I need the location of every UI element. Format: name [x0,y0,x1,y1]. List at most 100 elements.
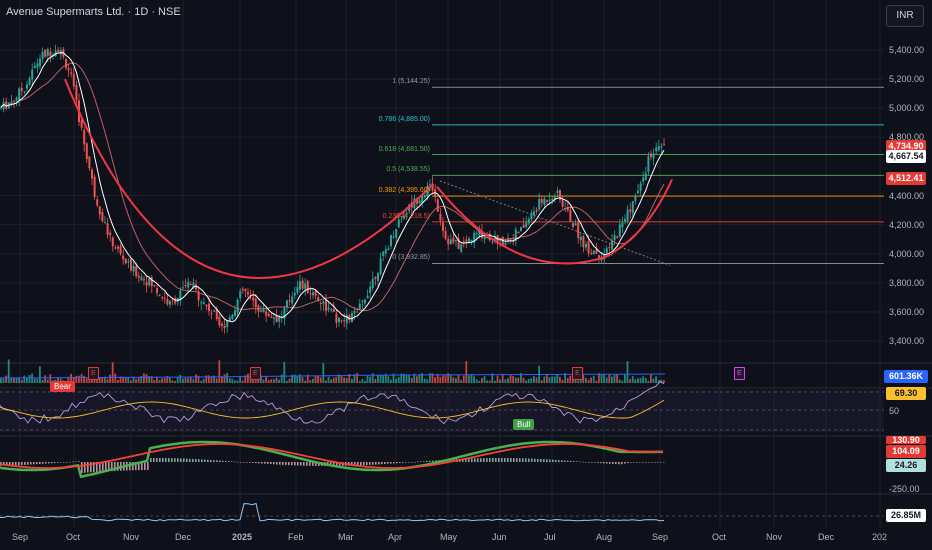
volume-bar [299,374,301,383]
candle-body [431,183,434,191]
volume-bar [59,378,62,383]
candle-body [182,287,184,289]
volume-bar [319,377,322,383]
candle-body [418,200,421,204]
macd-histogram-bar [381,462,383,465]
volume-bar [104,376,106,383]
volume-bar [130,380,132,383]
macd-histogram-bar [357,462,359,466]
volume-bar [434,377,436,383]
candle-body [265,311,268,316]
candle-body [249,294,252,296]
candle-body [317,297,320,301]
candle-body [325,299,327,311]
macd-histogram-bar [300,462,302,466]
future-earnings-icon[interactable]: E [734,367,745,380]
macd-histogram-bar [522,458,524,462]
moving-averages [0,52,673,323]
volume-bar [525,380,527,383]
volume-bar [387,376,390,383]
volume-bar [660,379,663,383]
volume-bar [392,373,395,383]
candle-body [382,251,385,256]
candle-body [205,304,208,307]
volume-bar [644,378,647,383]
macd-histogram-bar [114,462,116,471]
volume-ma-line [0,373,666,379]
volume-bar [72,377,75,383]
volume-bar [322,363,325,383]
macd-histogram-bar [66,462,68,463]
macd-histogram-bar [558,460,560,462]
macd-histogram-bar [570,460,572,462]
candle-body [650,153,652,158]
candle-body [247,292,249,295]
time-tick-label: Feb [288,532,304,542]
macd-histogram-bar [615,462,617,465]
volume-bar [598,373,600,383]
candle-body [208,303,210,311]
earnings-icon[interactable]: E [572,367,583,380]
candle-body [395,229,398,238]
candle-body [223,325,226,329]
volume-bar [616,374,618,383]
volume-bar [262,379,265,383]
macd-histogram-bar [186,458,188,462]
volume-bar [384,373,387,383]
candle-body [436,199,439,212]
volume-bar [426,379,429,383]
volume-bar [663,380,665,383]
candle-body [148,278,151,285]
volume-bar [109,374,111,383]
macd-histogram-bar [621,462,623,465]
volume-bar [20,379,23,383]
bull-signal[interactable]: Bull [513,419,535,430]
macd-histogram-bar [510,458,512,462]
volume-bar [41,379,44,383]
volume-bar [0,377,2,383]
macd-histogram-bar [27,462,29,465]
candle-body [322,301,325,304]
volume-bar [70,373,72,383]
candle-body [169,300,171,305]
symbol-title[interactable]: Avenue Supermarts Ltd. · 1D · NSE [6,6,181,18]
candle-body [228,317,231,322]
earnings-icon[interactable]: E [88,367,99,380]
macd-histogram-bar [579,461,581,463]
candle-body [163,298,166,300]
macd-histogram-bar [297,462,299,466]
volume-bar [247,373,249,383]
volume-pane [0,359,666,383]
macd-histogram-bar [180,458,182,462]
earnings-icon[interactable]: E [250,367,261,380]
macd-histogram-bar [51,462,53,464]
candle-body [65,59,67,68]
currency-selector[interactable]: INR [886,5,924,27]
volume-bar [283,361,286,383]
volume-bar [75,375,78,383]
rsi-line [0,380,665,425]
candle-body [226,321,229,328]
volume-bar [182,378,184,383]
candle-body [590,253,593,255]
candle-body [449,239,452,245]
obv-pane [0,502,884,522]
macd-histogram-bar [18,462,20,466]
macd-histogram-bar [363,462,365,466]
macd-histogram-bar [78,461,80,462]
time-tick-label: Oct [66,532,81,542]
macd-histogram-bar [576,461,578,462]
macd-histogram-bar [426,461,428,462]
candle-body [239,291,242,299]
candle-body [559,190,561,200]
volume-bar [291,374,293,383]
volume-bar [228,378,231,383]
time-tick-label: Dec [818,532,835,542]
volume-bar [421,373,423,383]
macd-histogram-bar [402,462,404,463]
macd-histogram-bar [429,460,431,462]
candle-body [364,299,366,304]
bear-signal[interactable]: Bear [50,381,75,392]
